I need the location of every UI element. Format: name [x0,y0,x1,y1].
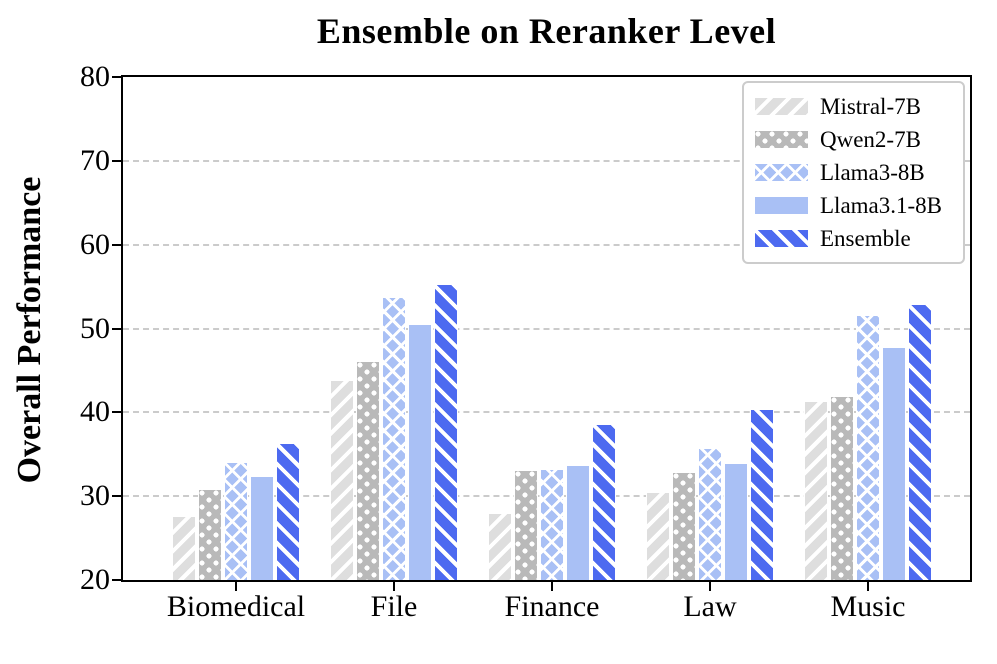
gridline-50 [123,327,970,330]
x-tick-mark [867,582,869,591]
x-category-label-Biomedical: Biomedical [166,590,306,623]
bar-Qwen2-7B-Music [830,396,854,580]
bar-Llama3-8B-Music [856,315,880,580]
legend: Mistral-7B Qwen2-7B Llama3-8B Llama3.1-8B En… [742,81,965,264]
legend-item-Mistral-7B: Mistral-7B [755,90,950,123]
y-tick-label-70: 70 [80,143,110,177]
legend-swatch-icon [755,230,808,247]
x-tick-mark [551,582,553,591]
bar-Llama3-8B-Law [698,448,722,580]
bar-Qwen2-7B-Finance [514,470,538,580]
bar-Llama3.1-8B-Law [724,463,748,580]
bar-Ensemble-Law [750,409,774,580]
legend-label: Mistral-7B [820,93,921,119]
y-tick-label-80: 80 [80,60,110,93]
bar-Llama3-8B-File [382,297,406,580]
x-category-label-Law: Law [683,590,737,623]
y-tick-label-20: 20 [80,563,110,596]
bar-Llama3-8B-Biomedical [224,462,248,580]
bar-Mistral-7B-Finance [488,513,512,580]
gridline-60 [123,243,970,246]
y-tick-mark [112,411,121,414]
x-category-label-Music: Music [830,590,906,623]
legend-label: Llama3.1-8B [820,192,942,218]
legend-swatch-icon [755,131,808,148]
x-category-label-Finance: Finance [504,590,600,623]
y-tick-label-60: 60 [80,227,110,261]
bar-Mistral-7B-Biomedical [172,516,196,580]
bar-Llama3.1-8B-Music [882,347,906,580]
legend-swatch-icon [755,164,808,181]
bar-Mistral-7B-File [330,380,354,580]
legend-item-Qwen2-7B: Qwen2-7B [755,123,950,156]
y-tick-mark [112,327,121,330]
y-tick-mark [112,76,121,78]
bar-Llama3.1-8B-File [408,324,432,580]
bar-Qwen2-7B-Law [672,472,696,580]
legend-item-Llama3.1-8B: Llama3.1-8B [755,189,950,222]
legend-swatch-icon [755,197,808,214]
legend-label: Llama3-8B [820,159,925,185]
bar-Mistral-7B-Music [804,401,828,580]
bar-Llama3.1-8B-Biomedical [250,476,274,580]
chart-title: Ensemble on Reranker Level [316,11,777,51]
legend-label: Qwen2-7B [820,126,921,152]
y-tick-label-50: 50 [80,311,110,345]
x-category-label-File: File [370,590,418,623]
x-tick-mark [393,582,395,591]
bar-Ensemble-File [434,284,458,580]
bar-Qwen2-7B-Biomedical [198,489,222,580]
x-tick-mark [709,582,711,591]
y-tick-mark [112,159,121,162]
bar-Ensemble-Biomedical [276,443,300,580]
legend-swatch-icon [755,98,808,115]
gridline-70 [123,159,970,162]
legend-item-Llama3-8B: Llama3-8B [755,156,950,189]
bar-Qwen2-7B-File [356,361,380,580]
y-tick-mark [112,579,121,581]
legend-label: Ensemble [820,225,911,251]
bar-Ensemble-Music [908,304,932,580]
x-tick-mark [235,582,237,591]
y-tick-label-40: 40 [80,395,110,429]
bar-Mistral-7B-Law [646,492,670,580]
y-tick-label-30: 30 [80,479,110,513]
bar-Llama3.1-8B-Finance [566,465,590,580]
gridline-40 [123,411,970,414]
bar-Ensemble-Finance [592,424,616,580]
legend-item-Ensemble: Ensemble [755,222,950,255]
y-tick-mark [112,243,121,246]
y-tick-mark [112,495,121,498]
bar-Llama3-8B-Finance [540,469,564,580]
